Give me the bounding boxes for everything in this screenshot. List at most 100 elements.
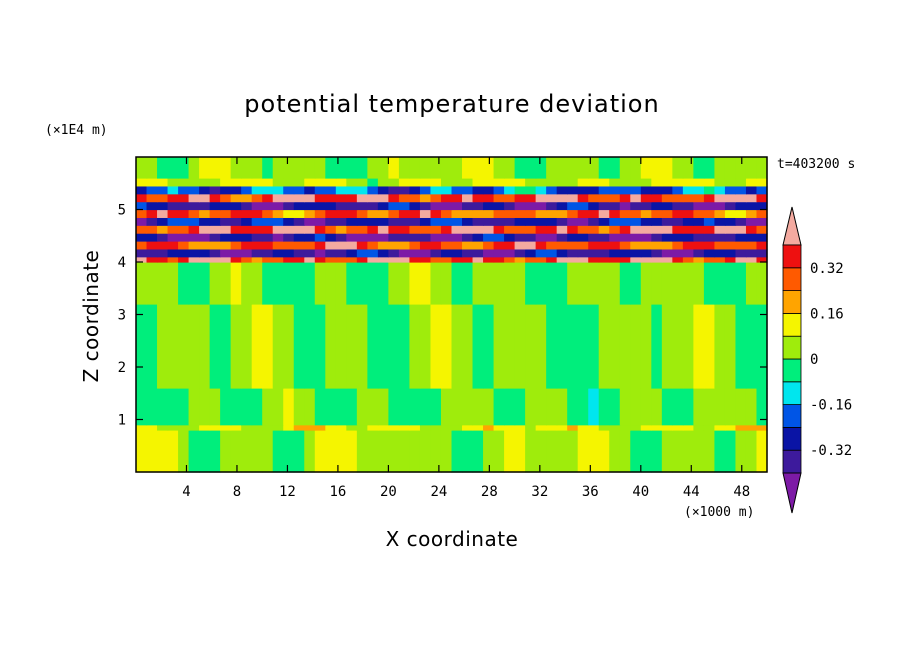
y-tick-label: 5: [118, 203, 126, 219]
heatmap-cell: [483, 262, 495, 305]
heatmap-cell: [419, 430, 432, 473]
heatmap-cell: [745, 209, 758, 218]
heatmap-cell: [745, 201, 758, 211]
heatmap-cell: [462, 217, 474, 226]
heatmap-cell: [504, 304, 516, 389]
heatmap-cell: [661, 185, 673, 195]
heatmap-cell: [293, 217, 305, 226]
heatmap-cell: [209, 262, 221, 305]
heatmap-cell: [577, 424, 589, 431]
heatmap-cell: [756, 388, 768, 426]
heatmap-cell: [682, 185, 694, 195]
heatmap-cell: [661, 304, 673, 389]
heatmap-cell: [136, 248, 148, 258]
heatmap-cell: [398, 424, 411, 431]
heatmap-cell: [346, 178, 358, 187]
heatmap-cell: [630, 256, 642, 263]
heatmap-cell: [724, 217, 737, 226]
heatmap-cell: [325, 241, 337, 250]
heatmap-cell: [556, 262, 568, 305]
heatmap-cell: [188, 209, 200, 218]
heatmap-cell: [314, 388, 326, 426]
y-tick-label: 2: [118, 360, 126, 376]
heatmap-cell: [199, 256, 211, 263]
heatmap-cell: [346, 217, 358, 226]
heatmap-cell: [651, 256, 663, 263]
heatmap-cell: [199, 157, 211, 179]
heatmap-cell: [598, 304, 610, 389]
heatmap-cell: [430, 388, 442, 426]
heatmap-cell: [304, 424, 316, 431]
heatmap-cell: [146, 193, 158, 203]
heatmap-cell: [556, 304, 568, 389]
heatmap-cell: [651, 201, 663, 211]
heatmap-cell: [356, 193, 368, 203]
heatmap-cell: [556, 233, 568, 242]
heatmap-cell: [577, 430, 589, 473]
heatmap-cell: [472, 217, 484, 226]
heatmap-cell: [388, 201, 400, 211]
heatmap-cell: [714, 256, 726, 263]
heatmap-cell: [398, 248, 411, 258]
heatmap-cell: [220, 248, 232, 258]
heatmap-cell: [325, 157, 337, 179]
heatmap-cell: [745, 157, 758, 179]
heatmap-cell: [440, 225, 453, 234]
heatmap-cell: [283, 388, 295, 426]
heatmap-cell: [735, 201, 747, 211]
heatmap-cell: [693, 185, 705, 195]
heatmap-cell: [535, 430, 547, 473]
heatmap-cell: [514, 217, 526, 226]
heatmap-cell: [703, 201, 716, 211]
heatmap-cell: [756, 157, 768, 179]
heatmap-cell: [756, 201, 768, 211]
heatmap-cell: [682, 262, 694, 305]
heatmap-cell: [167, 262, 179, 305]
heatmap-cell: [724, 209, 737, 218]
heatmap-cell: [462, 262, 474, 305]
heatmap-cell: [356, 185, 368, 195]
heatmap-cell: [409, 424, 421, 431]
heatmap-cell: [504, 209, 516, 218]
heatmap-cell: [377, 178, 389, 187]
heatmap-cell: [756, 262, 768, 305]
heatmap-cell: [577, 217, 589, 226]
heatmap-cell: [388, 193, 400, 203]
heatmap-cell: [714, 233, 726, 242]
heatmap-cell: [199, 225, 211, 234]
heatmap-cell: [304, 262, 316, 305]
heatmap-cell: [262, 193, 274, 203]
heatmap-cell: [335, 217, 347, 226]
heatmap-cell: [262, 233, 274, 242]
heatmap-cell: [409, 157, 421, 179]
heatmap-cell: [136, 430, 148, 473]
heatmap-cell: [640, 185, 652, 195]
heatmap-cell: [619, 178, 631, 187]
heatmap-cell: [630, 262, 642, 305]
heatmap-cell: [462, 388, 474, 426]
heatmap-cell: [682, 225, 694, 234]
heatmap-cell: [157, 424, 169, 431]
heatmap-cell: [367, 225, 379, 234]
heatmap-cell: [367, 262, 379, 305]
heatmap-cell: [619, 225, 631, 234]
heatmap-cell: [398, 193, 411, 203]
heatmap-cell: [588, 262, 600, 305]
heatmap-cell: [367, 241, 379, 250]
heatmap-cell: [272, 233, 284, 242]
heatmap-cell: [493, 241, 505, 250]
heatmap-cell: [346, 233, 358, 242]
heatmap-cell: [640, 430, 652, 473]
heatmap-cell: [567, 201, 579, 211]
heatmap-cell: [346, 241, 358, 250]
heatmap-cell: [577, 262, 589, 305]
heatmap-cell: [314, 262, 326, 305]
heatmap-cell: [356, 225, 368, 234]
heatmap-cell: [493, 430, 505, 473]
heatmap-cell: [472, 241, 484, 250]
heatmap-cell: [598, 157, 610, 179]
heatmap-cell: [577, 201, 589, 211]
heatmap-cell: [640, 388, 652, 426]
heatmap-cell: [335, 388, 347, 426]
